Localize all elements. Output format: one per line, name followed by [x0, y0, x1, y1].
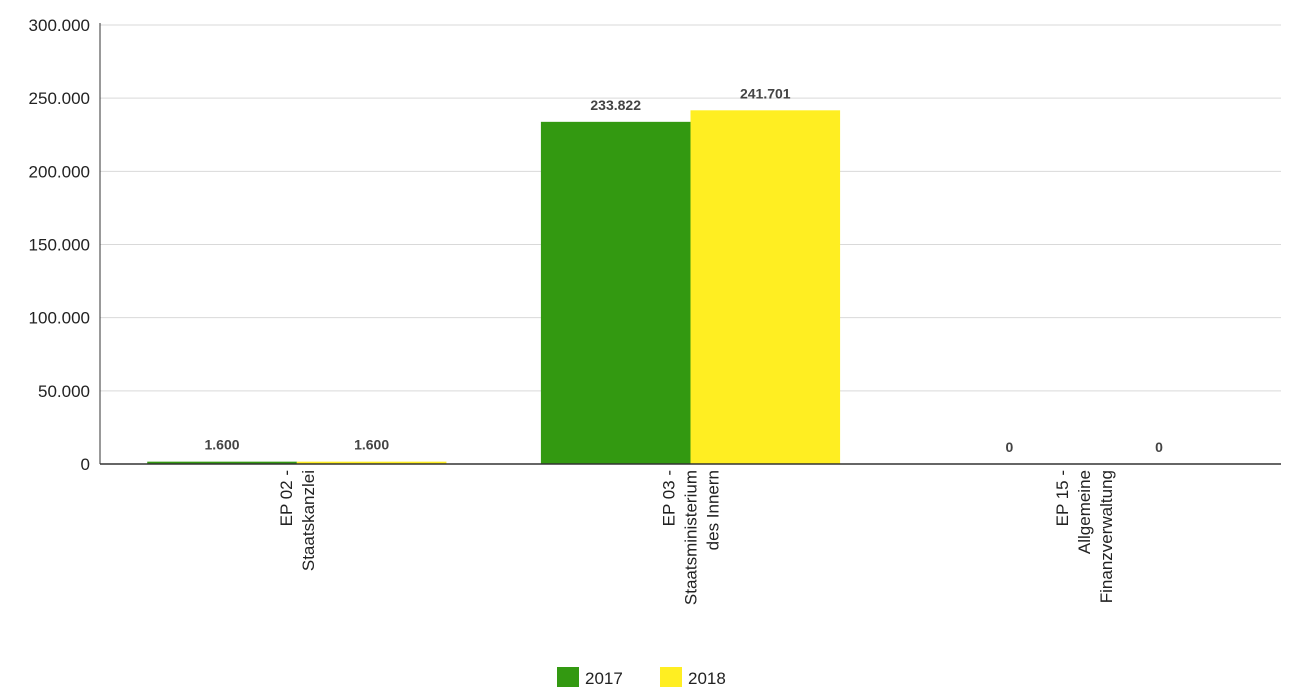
legend: 2017 2018	[557, 667, 726, 688]
data-label: 1.600	[354, 437, 389, 453]
x-category-label-line: Staatsministerium	[682, 470, 701, 605]
legend-swatch-2017	[557, 667, 579, 687]
y-tick-label: 0	[81, 455, 90, 474]
y-tick-label: 300.000	[29, 16, 90, 35]
data-label: 0	[1005, 439, 1013, 455]
x-category-label-line: EP 15 -	[1053, 470, 1072, 526]
x-category-label-line: EP 03 -	[660, 470, 679, 526]
x-category-label-line: Finanzverwaltung	[1097, 470, 1116, 603]
x-category-label-line: EP 02 -	[277, 470, 296, 526]
data-label: 233.822	[590, 97, 641, 113]
data-label: 0	[1155, 439, 1163, 455]
data-label: 241.701	[740, 85, 791, 101]
x-category-label-line: Staatskanzlei	[299, 470, 318, 571]
bars	[147, 110, 841, 465]
legend-swatch-2018	[660, 667, 682, 687]
x-category-label: EP 02 - Staatskanzlei	[277, 470, 318, 571]
bar-2017-1	[540, 121, 691, 464]
y-tick-label: 50.000	[38, 382, 90, 401]
y-tick-label: 150.000	[29, 236, 90, 255]
x-category-label-line: des Innern	[704, 470, 723, 550]
bar-2017-0	[147, 461, 297, 464]
data-label: 1.600	[205, 437, 240, 453]
bar-2018-1	[690, 110, 841, 465]
x-axis: EP 02 - Staatskanzlei EP 03 - Staatsministe…	[100, 463, 1281, 605]
x-category-label-line: Allgemeine	[1075, 470, 1094, 554]
legend-label: 2018	[688, 669, 726, 688]
data-labels: 1.600 233.822 0 1.600 241.701 0	[205, 85, 1164, 455]
y-tick-label: 100.000	[29, 309, 90, 328]
legend-label: 2017	[585, 669, 623, 688]
y-tick-label: 200.000	[29, 162, 90, 181]
bar-2018-0	[296, 461, 447, 464]
y-axis: 0 50.000 100.000 150.000 200.000 250.000 300.0…	[29, 16, 101, 474]
y-tick-label: 250.000	[29, 89, 90, 108]
x-category-label: EP 03 - Staatsministerium des Innern	[660, 470, 723, 605]
x-category-label: EP 15 - Allgemeine Finanzverwaltung	[1053, 470, 1116, 603]
